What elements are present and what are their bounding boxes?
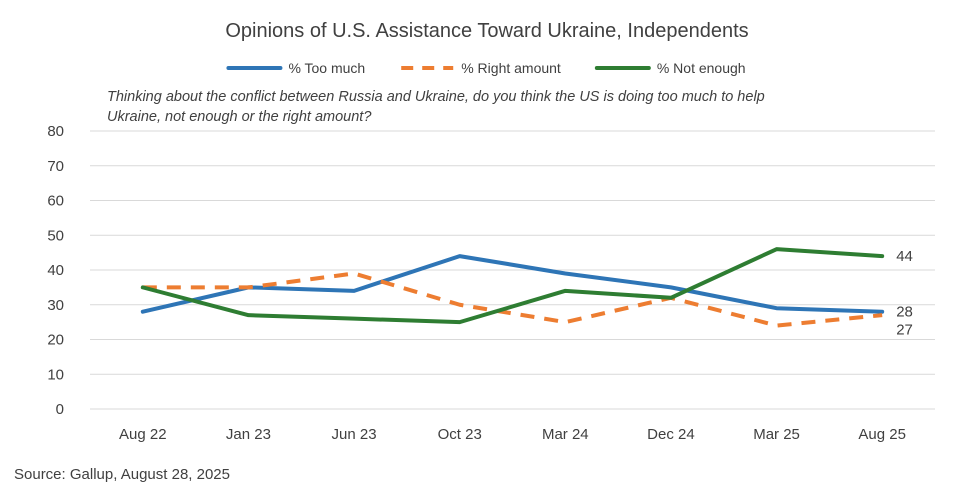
y-tick-label-70: 70 — [47, 158, 64, 175]
y-tick-label-20: 20 — [47, 332, 64, 349]
gridlines — [90, 130, 935, 410]
y-tick-label-30: 30 — [47, 297, 64, 314]
x-tick-label-3: Oct 23 — [438, 426, 482, 443]
chart-subtitle-line-1: Thinking about the conflict between Russ… — [107, 89, 765, 105]
chart-title: Opinions of U.S. Assistance Toward Ukrai… — [225, 20, 748, 42]
x-tick-label-5: Dec 24 — [647, 426, 695, 443]
series-lines — [140, 247, 885, 328]
x-tick-label-4: Mar 24 — [542, 426, 589, 443]
legend-label-1: % Right amount — [461, 60, 561, 76]
y-tick-label-0: 0 — [56, 401, 64, 418]
end-label-series-0: 28 — [896, 304, 913, 321]
y-tick-label-60: 60 — [47, 193, 64, 210]
end-label-series-1: 27 — [896, 322, 913, 339]
x-tick-label-0: Aug 22 — [119, 426, 167, 443]
y-tick-label-80: 80 — [47, 123, 64, 140]
y-tick-label-40: 40 — [47, 262, 64, 279]
series-line-1 — [142, 271, 883, 328]
legend-label-2: % Not enough — [657, 60, 746, 76]
y-tick-label-50: 50 — [47, 227, 64, 244]
x-tick-label-2: Jun 23 — [332, 426, 377, 443]
chart-subtitle-line-2: Ukraine, not enough or the right amount? — [107, 109, 372, 125]
end-label-series-2: 44 — [896, 248, 913, 265]
y-axis-ticks: 0 10 20 30 40 50 60 70 80 — [47, 123, 64, 418]
source-note: Source: Gallup, August 28, 2025 — [14, 466, 230, 483]
series-line-0 — [140, 254, 885, 314]
y-tick-label-10: 10 — [47, 366, 64, 383]
legend-label-0: % Too much — [288, 60, 365, 76]
x-tick-label-1: Jan 23 — [226, 426, 271, 443]
series-line-2 — [140, 247, 885, 325]
legend: % Too much % Right amount % Not enough — [226, 60, 746, 76]
x-tick-label-6: Mar 25 — [753, 426, 800, 443]
x-axis-ticks: Aug 22 Jan 23 Jun 23 Oct 23 Mar 24 Dec 24 Mar … — [119, 426, 906, 443]
x-tick-label-7: Aug 25 — [858, 426, 906, 443]
